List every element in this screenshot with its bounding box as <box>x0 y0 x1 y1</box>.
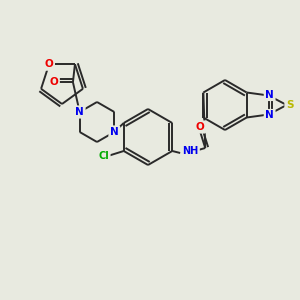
Text: S: S <box>286 100 293 110</box>
Text: N: N <box>110 127 119 137</box>
Text: N: N <box>75 107 84 117</box>
Text: N: N <box>265 110 274 121</box>
Text: Cl: Cl <box>98 151 109 161</box>
Text: O: O <box>196 122 205 132</box>
Text: O: O <box>45 59 53 69</box>
Text: N: N <box>265 89 274 100</box>
Text: NH: NH <box>182 146 198 156</box>
Text: O: O <box>50 77 58 87</box>
